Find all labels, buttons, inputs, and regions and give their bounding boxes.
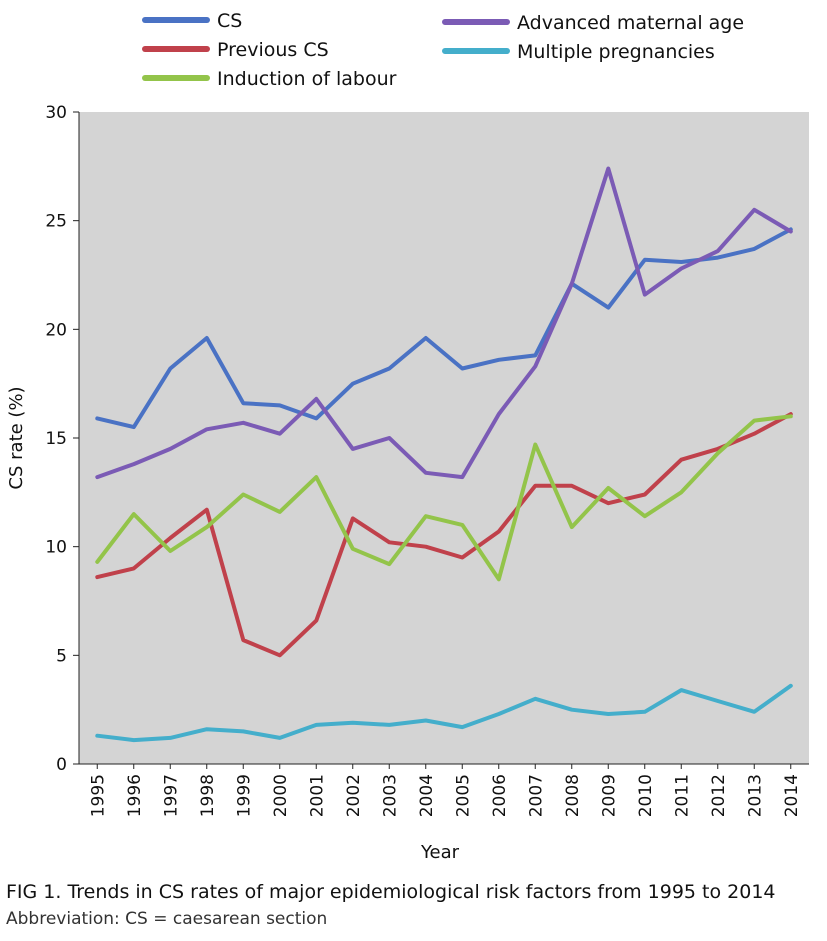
y-tick-label: 5 [56,646,67,666]
x-tick-label: 2003 [380,774,400,817]
legend-label: Previous CS [217,39,329,61]
x-tick-label: 1997 [161,774,181,817]
x-tick-label: 1995 [88,774,108,817]
x-tick-label: 2012 [709,774,729,817]
series-line-previous-cs [95,412,793,658]
x-tick-label: 2013 [745,774,765,817]
x-tick-label: 2002 [344,774,364,817]
x-tick-label: 2011 [672,774,692,817]
x-tick-label: 2007 [526,774,546,817]
y-tick-label: 10 [45,538,67,558]
legend-label: Multiple pregnancies [517,41,715,63]
x-tick-label: 1996 [125,774,145,817]
x-tick-label: 2001 [307,774,327,817]
y-tick-label: 20 [45,320,67,340]
series-layer [95,166,793,743]
x-tick-label: 2008 [563,774,583,817]
series-line-cs [95,227,793,430]
x-tick-label: 2009 [599,774,619,817]
series-line-induction-of-labour [95,414,793,582]
y-tick-label: 25 [45,212,67,232]
x-tick-label: 2006 [490,774,510,817]
series-line-multiple-pregnancies [95,683,793,743]
x-tick-label: 2010 [636,774,656,817]
legend-label: Induction of labour [217,68,397,90]
y-tick-label: 30 [45,103,67,123]
x-tick-label: 2000 [271,774,291,817]
x-tick-label: 2014 [782,774,802,817]
caption-abbreviation-note: Abbreviation: CS = caesarean section [6,909,328,929]
legend: CS Previous CS Induction of labour Advanced… [142,10,744,90]
x-tick-label: 2005 [453,774,473,817]
x-tick-label: 2004 [417,774,437,817]
plot-area [79,112,809,764]
y-tick-label: 15 [45,429,67,449]
line-chart: CS Previous CS Induction of labour Advanced… [6,10,809,863]
y-axis-label: CS rate (%) [6,386,27,489]
series-line-advanced-maternal-age [95,166,793,480]
x-tick-label: 1998 [198,774,218,817]
legend-label: Advanced maternal age [517,12,744,34]
x-ticks: 1995 1996 1997 1998 1999 2000 2001 2002 2003 2004… [88,764,802,817]
figure-caption: FIG 1. Trends in CS rates of major epide… [6,881,776,903]
x-tick-label: 1999 [234,774,254,817]
x-axis-label: Year [420,842,460,863]
y-tick-label: 0 [56,755,67,775]
legend-label: CS [217,10,242,32]
y-ticks: 0 5 10 15 20 25 30 [45,103,79,775]
